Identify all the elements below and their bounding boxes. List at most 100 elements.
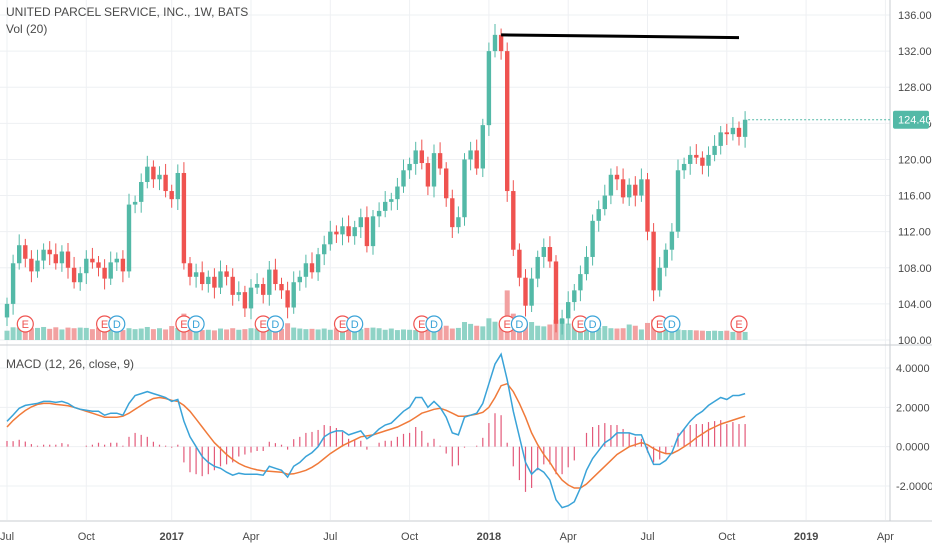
candle-body	[651, 231, 656, 291]
volume-bar	[248, 328, 254, 340]
volume-bar	[22, 328, 28, 340]
dividend-marker	[187, 315, 205, 333]
candle-body	[517, 249, 522, 278]
volume-bar	[523, 324, 528, 340]
volume-bar	[699, 330, 705, 340]
candle-body	[279, 284, 284, 291]
candle-body	[157, 174, 162, 180]
volume-bar	[321, 328, 327, 340]
earnings-marker	[730, 315, 748, 333]
dividend-marker	[266, 315, 284, 333]
volume-bar	[114, 327, 120, 340]
candle-body	[340, 226, 345, 235]
candle-body	[376, 210, 382, 217]
candle-body	[120, 258, 126, 272]
candle-body	[261, 284, 266, 295]
volume-bar	[468, 323, 474, 340]
volume-bar	[608, 328, 614, 340]
candle-body	[706, 154, 711, 166]
price-tick-label: 132.00	[898, 46, 932, 58]
volume-bar	[333, 328, 339, 340]
candle-body	[602, 195, 607, 210]
volume-bar	[77, 327, 83, 340]
marker-label: D	[351, 319, 359, 331]
candle-body	[169, 191, 174, 200]
candle-body	[273, 269, 278, 285]
volume-bar	[150, 329, 156, 340]
macd-label: MACD (12, 26, close, 9)	[6, 357, 135, 371]
volume-bar	[620, 328, 626, 340]
candle-body	[303, 263, 309, 277]
volume-bar	[340, 329, 345, 340]
candle-body	[419, 150, 424, 164]
candle-body	[566, 302, 571, 319]
symbol-title: UNITED PARCEL SERVICE, INC., 1W, BATS	[6, 5, 249, 19]
candle-body	[35, 260, 40, 272]
candle-body	[633, 184, 638, 196]
candle-body	[383, 201, 388, 211]
candle-body	[474, 150, 479, 169]
dividend-marker	[510, 315, 529, 333]
marker-label: E	[22, 319, 29, 331]
volume-bar	[529, 322, 535, 340]
volume-bar	[291, 327, 297, 340]
candle-body	[358, 217, 363, 228]
candle-body	[291, 282, 296, 308]
volume-bar	[492, 321, 498, 340]
volume-bar	[358, 329, 364, 340]
volume-bar	[437, 327, 443, 340]
marker-label: D	[113, 319, 121, 331]
dividend-marker	[425, 315, 443, 333]
volume-bar	[309, 328, 315, 340]
time-tick-label: Apr	[242, 531, 259, 543]
candle-body	[328, 231, 333, 245]
candle-body	[309, 263, 315, 273]
candle-body	[462, 159, 467, 218]
volume-bar	[120, 330, 126, 340]
volume-bar	[535, 325, 541, 340]
candle-body	[523, 277, 528, 306]
signal-line	[6, 382, 746, 489]
volume-bar	[53, 327, 59, 340]
dividend-marker	[663, 315, 681, 333]
volume-bar	[285, 323, 291, 340]
candle-body	[620, 179, 626, 198]
candle-body	[681, 163, 687, 171]
volume-bar	[144, 326, 150, 340]
volume-bar	[35, 327, 40, 340]
volume-bar	[742, 331, 748, 340]
price-tick-label: 128.00	[898, 82, 932, 94]
resistance-line	[501, 33, 740, 40]
price-tick-label: 120.00	[898, 154, 932, 166]
dividend-marker	[108, 315, 126, 333]
price-tick-label: 108.00	[898, 263, 932, 275]
marker-label: D	[192, 319, 200, 331]
volume-bar	[83, 327, 89, 340]
volume-bar	[614, 328, 620, 340]
volume-bar	[645, 322, 650, 340]
candle-body	[334, 231, 339, 235]
volume-bar	[108, 328, 114, 340]
candle-body	[590, 220, 595, 257]
volume-bar	[47, 328, 53, 340]
volume-bar	[236, 329, 242, 340]
macd-tick-label: 2.0000	[896, 402, 930, 414]
time-tick-label: Oct	[78, 531, 95, 543]
candle-body	[663, 249, 668, 268]
volume-bar	[663, 328, 669, 340]
candle-body	[700, 157, 705, 166]
volume-bar	[4, 330, 10, 340]
volume-bar	[254, 328, 260, 340]
candle-body	[724, 132, 729, 135]
candle-body	[627, 184, 632, 198]
time-tick-label: Jul	[640, 531, 654, 543]
candle-body	[614, 174, 620, 180]
volume-bar	[388, 328, 394, 340]
candle-body	[71, 267, 77, 283]
candle-body	[206, 276, 211, 285]
volume-bar	[364, 327, 370, 340]
candle-body	[596, 209, 601, 221]
volume-bar	[498, 323, 504, 340]
volume-bar	[413, 330, 419, 340]
